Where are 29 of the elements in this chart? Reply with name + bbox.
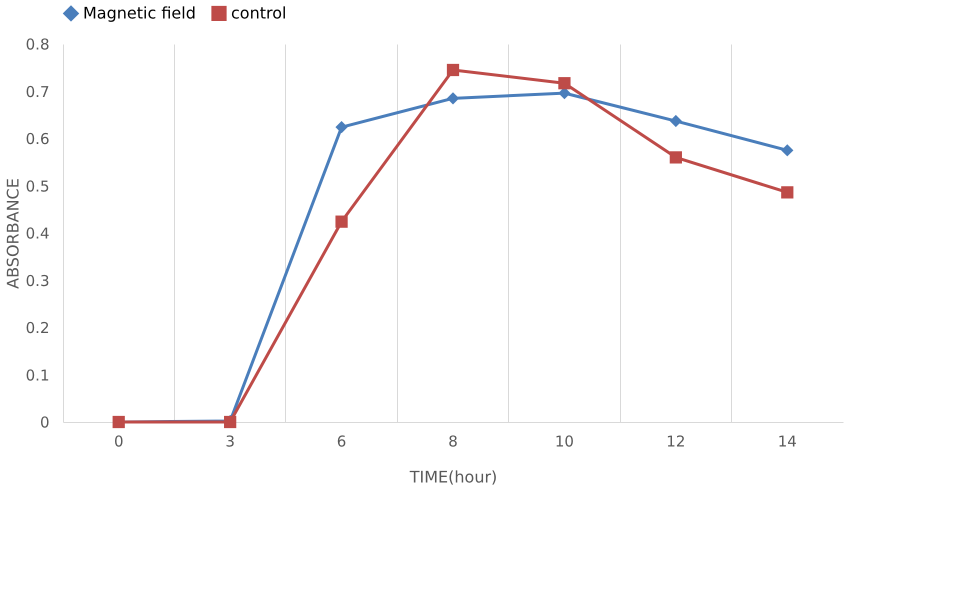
x-tick-label: 8 — [448, 432, 458, 450]
point — [781, 144, 794, 156]
point — [335, 216, 348, 228]
x-tick-label: 3 — [225, 432, 235, 450]
y-tick-label: 0.7 — [26, 82, 50, 101]
point — [558, 77, 571, 90]
legend-label: control — [231, 3, 286, 22]
x-tick-label: 0 — [114, 432, 124, 450]
point — [446, 64, 460, 76]
point — [670, 151, 682, 164]
y-tick-label: 0.8 — [26, 36, 50, 54]
point — [446, 92, 460, 104]
x-tick-label: 12 — [666, 432, 686, 450]
point — [670, 114, 682, 128]
x-tick-label: 14 — [778, 432, 797, 450]
y-tick-label: 0.3 — [26, 272, 50, 290]
legend-label: Magnetic field — [83, 3, 196, 22]
x-axis-title: TIME(hour) — [408, 468, 498, 486]
point — [335, 121, 348, 134]
y-tick-label: 0.6 — [26, 130, 50, 148]
y-tick-label: 0.1 — [26, 366, 50, 384]
y-axis-title: ABSORBANCE — [4, 178, 23, 289]
point — [781, 186, 794, 198]
y-tick-label: 0.2 — [26, 319, 50, 337]
y-tick-label: 0.5 — [26, 177, 50, 196]
y-tick-label: 0 — [40, 414, 50, 432]
x-tick-label: 10 — [554, 432, 574, 450]
x-tick-label: 6 — [336, 432, 346, 450]
y-tick-label: 0.4 — [26, 224, 50, 242]
